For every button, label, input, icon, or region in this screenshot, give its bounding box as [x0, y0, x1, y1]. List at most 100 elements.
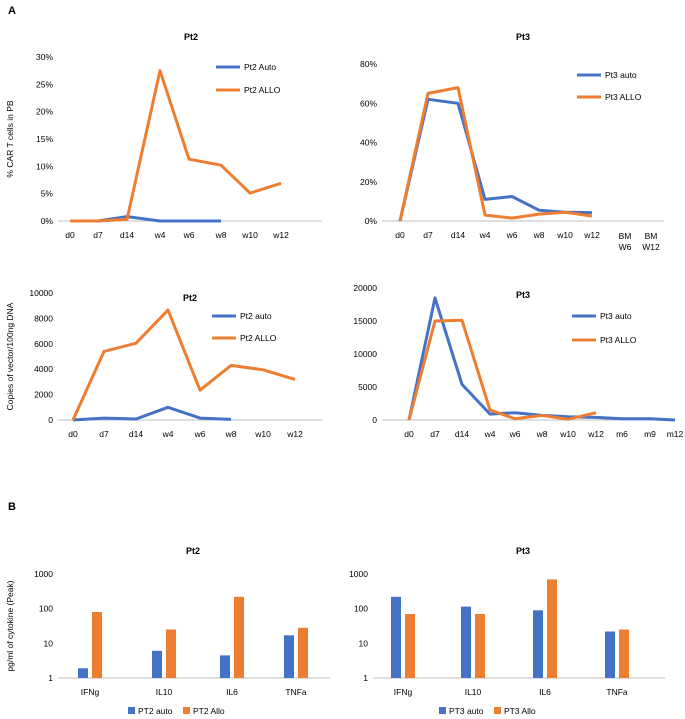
y-tick-label: 60%	[360, 98, 377, 108]
legend-label: PT2 auto	[138, 706, 173, 716]
chart-title: Pt3	[516, 546, 530, 556]
series-line	[398, 97, 593, 222]
x-tick-label: d14	[120, 230, 134, 240]
legend-label: Pt3 auto	[605, 70, 637, 80]
x-tick-label: w6	[183, 230, 195, 240]
x-tick-label: w12	[286, 429, 303, 439]
legend-label: PT3 auto	[449, 706, 484, 716]
x-tick-label: w12	[583, 230, 600, 240]
series-line	[398, 86, 593, 222]
bar	[605, 631, 615, 678]
y-tick-label: 4000	[34, 364, 53, 374]
legend-label: Pt2 auto	[240, 311, 272, 321]
x-tick-label: d0	[404, 429, 414, 439]
chart-title: Pt3	[516, 32, 530, 42]
y-tick-label: 1	[363, 673, 368, 683]
y-tick-label: 6000	[34, 339, 53, 349]
bar	[284, 635, 294, 678]
series-line	[72, 405, 232, 422]
x-tick-label: w4	[484, 429, 496, 439]
legend-swatch	[183, 707, 190, 714]
x-tick-label: m6	[616, 429, 628, 439]
x-tick-label: d7	[93, 230, 103, 240]
legend-swatch	[128, 707, 135, 714]
x-tick-label: d0	[68, 429, 78, 439]
bar	[78, 668, 88, 678]
y-tick-label: 10000	[29, 288, 53, 298]
y-tick-label: 15000	[353, 316, 377, 326]
bar	[461, 606, 471, 678]
chart-title: Pt2	[183, 293, 197, 303]
y-tick-label: 100	[39, 604, 53, 614]
y-tick-label: 25%	[36, 79, 53, 89]
x-tick-label: BM	[619, 231, 632, 241]
x-tick-label: w6	[194, 429, 206, 439]
x-tick-label: d14	[451, 230, 465, 240]
legend-swatch	[494, 707, 501, 714]
legend-label: Pt2 ALLO	[244, 85, 281, 95]
y-tick-label: 1	[48, 673, 53, 683]
x-tick-label: TNFa	[606, 687, 628, 697]
y-tick-label: 20%	[36, 107, 53, 117]
x-tick-label: d14	[455, 429, 469, 439]
y-tick-label: 10	[44, 638, 54, 648]
y-tick-label: 30%	[36, 52, 53, 62]
bar	[234, 596, 244, 678]
x-tick-label: w6	[506, 230, 518, 240]
x-tick-label: TNFa	[285, 687, 307, 697]
y-tick-label: 20%	[360, 177, 377, 187]
x-tick-label: W12	[642, 242, 660, 252]
x-tick-label: IFNg	[81, 687, 100, 697]
bar	[92, 612, 102, 678]
y-tick-label: 10%	[36, 161, 53, 171]
series-line	[407, 318, 597, 421]
x-tick-label: d0	[395, 230, 405, 240]
x-tick-label: w8	[225, 429, 237, 439]
x-tick-label: w12	[272, 230, 289, 240]
x-tick-label: d14	[129, 429, 143, 439]
y-tick-label: 1000	[349, 569, 368, 579]
bar	[547, 579, 557, 678]
panel-label-b: B	[8, 501, 16, 513]
x-tick-label: w4	[479, 230, 491, 240]
y-tick-label: 0%	[41, 216, 54, 226]
series-line	[71, 308, 296, 421]
x-tick-label: IL10	[156, 687, 173, 697]
y-axis-label: pg/ml of cytokine (Peak)	[5, 580, 15, 671]
y-tick-label: 0	[372, 415, 377, 425]
y-tick-label: 5000	[358, 382, 377, 392]
panel-label-a: A	[8, 5, 16, 17]
legend-label: PT2 Allo	[193, 706, 225, 716]
y-tick-label: 2000	[34, 390, 53, 400]
x-tick-label: w8	[533, 230, 545, 240]
legend-label: PT3 Allo	[504, 706, 536, 716]
y-tick-label: 1000	[34, 569, 53, 579]
bar	[475, 614, 485, 678]
x-tick-label: w12	[587, 429, 604, 439]
x-tick-label: w4	[162, 429, 174, 439]
x-tick-label: d7	[99, 429, 109, 439]
chart-title: Pt2	[186, 546, 200, 556]
y-tick-label: 80%	[360, 59, 377, 69]
x-tick-label: IL10	[465, 687, 482, 697]
y-tick-label: 100	[354, 604, 368, 614]
bar	[619, 629, 629, 678]
legend-label: Pt3 auto	[600, 311, 632, 321]
x-tick-label: IL6	[539, 687, 551, 697]
x-tick-label: m9	[644, 429, 656, 439]
y-tick-label: 40%	[360, 138, 377, 148]
y-tick-label: 0%	[365, 216, 378, 226]
y-tick-label: 5%	[41, 189, 54, 199]
y-axis-label: % CAR T cells in PB	[5, 100, 15, 177]
series-line	[70, 69, 282, 223]
bar	[166, 629, 176, 678]
y-tick-label: 8000	[34, 313, 53, 323]
legend-label: Pt2 Auto	[244, 62, 276, 72]
legend-swatch	[439, 707, 446, 714]
x-tick-label: IL6	[226, 687, 238, 697]
x-tick-label: BM	[645, 231, 658, 241]
bar	[533, 610, 543, 678]
x-tick-label: w4	[154, 230, 166, 240]
chart-title: Pt2	[184, 32, 198, 42]
bar	[152, 650, 162, 678]
